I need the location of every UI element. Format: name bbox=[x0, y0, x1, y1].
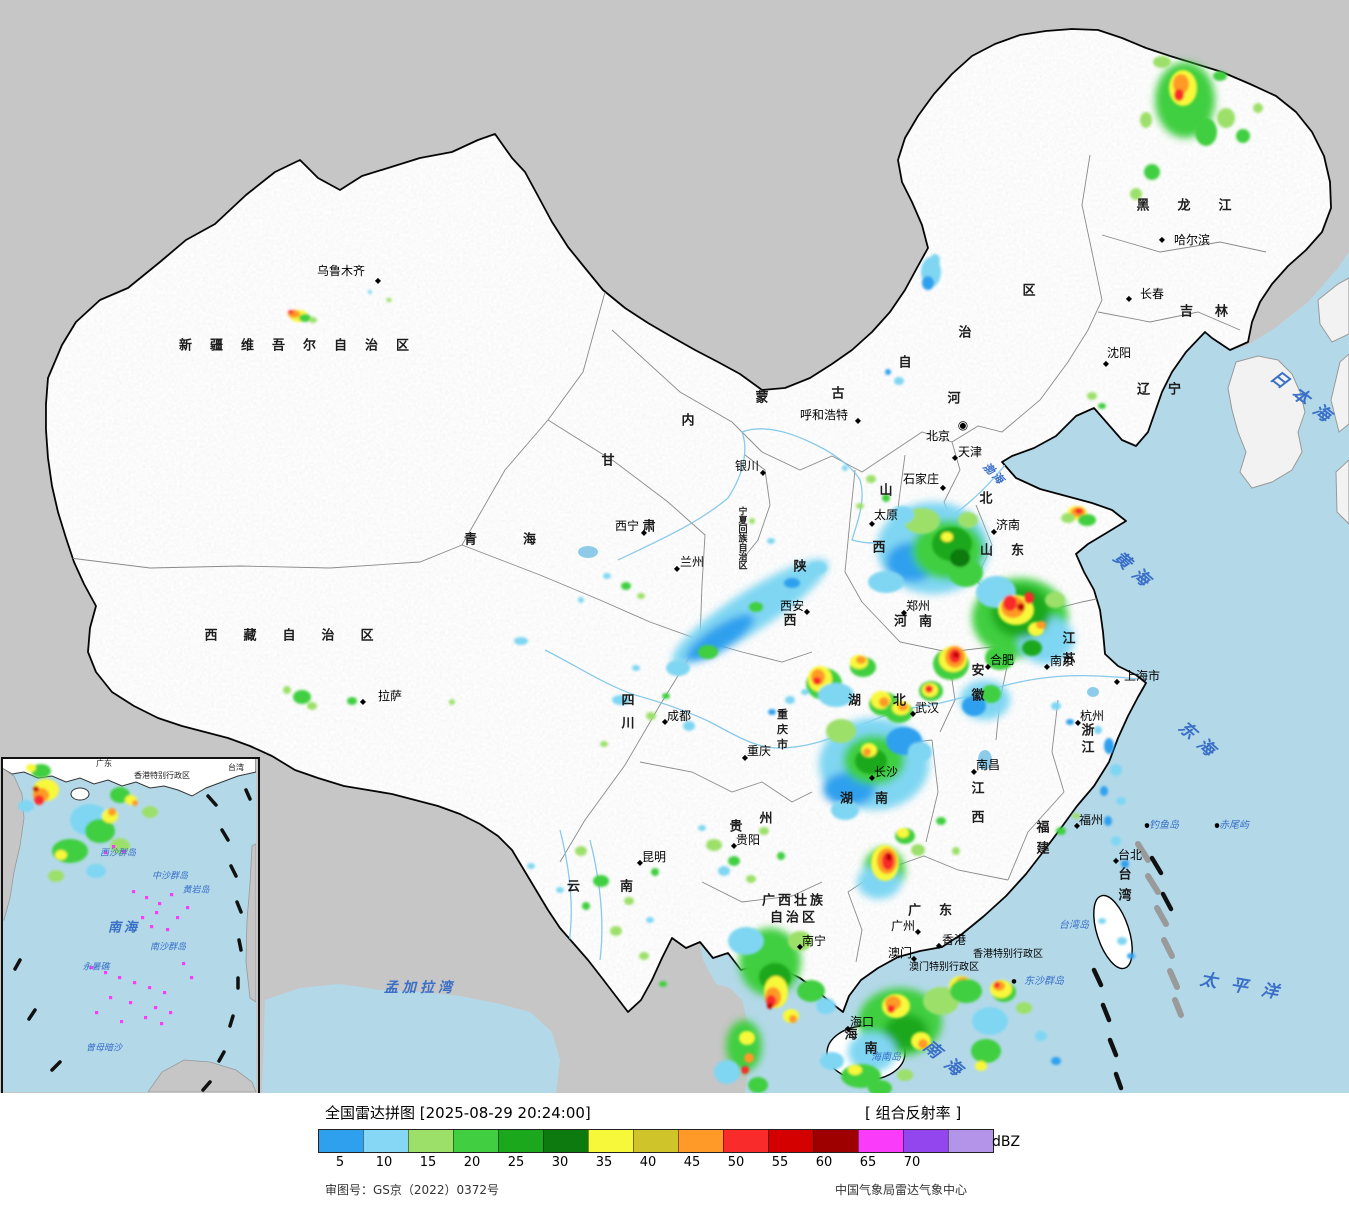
legend-swatch bbox=[813, 1130, 858, 1152]
inset-reef-marks bbox=[90, 845, 194, 1026]
ryukyu-chain bbox=[1135, 841, 1184, 1018]
radar-echo-layer bbox=[24, 56, 1263, 1093]
legend-swatch bbox=[453, 1130, 498, 1152]
taiwan-island bbox=[1093, 894, 1133, 970]
diaoyu-island-dot bbox=[1145, 824, 1149, 828]
legend-colorbar bbox=[318, 1129, 994, 1153]
legend-value: 40 bbox=[639, 1155, 657, 1170]
approval-number: 审图号：GS京（2022）0372号 bbox=[325, 1183, 499, 1197]
legend-unit-label: dBZ bbox=[992, 1134, 1021, 1150]
legend-value: 20 bbox=[463, 1155, 481, 1170]
legend-value: 60 bbox=[815, 1155, 833, 1170]
inset-nine-dash-line bbox=[13, 788, 252, 1092]
legend-value: 15 bbox=[419, 1155, 437, 1170]
legend-value: 55 bbox=[771, 1155, 789, 1170]
bay-of-bengal bbox=[262, 984, 560, 1093]
legend-value: 10 bbox=[375, 1155, 393, 1170]
foreign-coast-layer bbox=[1227, 277, 1349, 525]
legend-value: 50 bbox=[727, 1155, 745, 1170]
japan-island bbox=[1335, 459, 1349, 525]
legend-panel: 全国雷达拼图 [2025-08-29 20:24:00] [ 组合反射率 ] 5… bbox=[0, 1093, 1349, 1208]
legend-value: 5 bbox=[335, 1155, 345, 1170]
nine-dash-line bbox=[1091, 855, 1174, 1091]
legend-swatch bbox=[948, 1130, 993, 1152]
product-label: [ 组合反射率 ] bbox=[865, 1104, 962, 1122]
chiwei-island-dot bbox=[1215, 824, 1219, 828]
inset-map bbox=[2, 758, 256, 1092]
legend-values: 5 10 15 20 25 30 35 40 45 50 55 60 65 70 bbox=[318, 1155, 934, 1170]
radar-map-canvas bbox=[2, 28, 1349, 1093]
japan-island bbox=[1317, 277, 1349, 343]
legend-swatch bbox=[768, 1130, 813, 1152]
japan-island bbox=[1330, 353, 1349, 433]
legend-swatch bbox=[498, 1130, 543, 1152]
legend-swatch bbox=[543, 1130, 588, 1152]
legend-swatch bbox=[858, 1130, 903, 1152]
legend-value: 35 bbox=[595, 1155, 613, 1170]
source-credit: 中国气象局雷达气象中心 bbox=[835, 1183, 968, 1197]
korea-peninsula bbox=[1227, 355, 1306, 489]
legend-value: 65 bbox=[859, 1155, 877, 1170]
sea-layer bbox=[262, 252, 1349, 1093]
legend-swatch bbox=[588, 1130, 633, 1152]
legend-value: 25 bbox=[507, 1155, 525, 1170]
legend-value: 70 bbox=[903, 1155, 921, 1170]
rivers bbox=[544, 428, 1139, 961]
legend-swatch bbox=[363, 1130, 408, 1152]
legend-swatch bbox=[678, 1130, 723, 1152]
map-title: 全国雷达拼图 [2025-08-29 20:24:00] bbox=[325, 1104, 591, 1122]
legend-swatch bbox=[408, 1130, 453, 1152]
legend-value: 30 bbox=[551, 1155, 569, 1170]
legend-swatch bbox=[903, 1130, 948, 1152]
legend-swatch bbox=[633, 1130, 678, 1152]
lakes bbox=[578, 546, 1099, 770]
legend-value: 45 bbox=[683, 1155, 701, 1170]
legend-swatch bbox=[723, 1130, 768, 1152]
province-borders bbox=[69, 154, 1267, 963]
legend-swatch bbox=[319, 1130, 363, 1152]
